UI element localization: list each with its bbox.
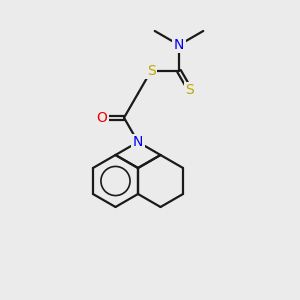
Text: S: S [186, 83, 194, 97]
Text: O: O [97, 111, 107, 125]
Text: S: S [147, 64, 155, 78]
Text: N: N [174, 38, 184, 52]
Text: N: N [133, 135, 143, 149]
